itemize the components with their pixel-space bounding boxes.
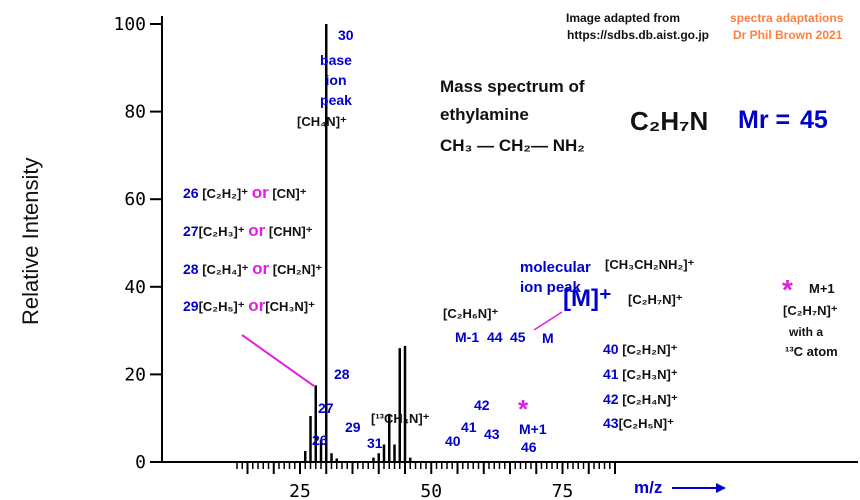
peak-label-45: 45	[510, 329, 526, 345]
y-tick-label: 0	[135, 452, 146, 473]
molecular-ion-formula2: [C₂H₇N]⁺	[628, 292, 683, 307]
structural-formula: CH₃ — CH₂— NH₂	[440, 136, 585, 155]
peak-label-46: 46	[521, 439, 537, 455]
assignment-row-40: 40 [C₂H₂N]⁺	[603, 341, 678, 357]
source-credit-line1: Image adapted from	[566, 11, 681, 25]
axes: 0 20 40 60 80 100 25 50 75	[113, 14, 858, 500]
m-plus-1-label: M+1	[519, 421, 547, 437]
source-credit-line2: https://sdbs.db.aist.go.jp	[567, 28, 709, 42]
m-plus-1-note-ion: [C₂H₇N]⁺	[783, 303, 838, 318]
molecular-ion-text: molecular ion peak	[520, 259, 591, 296]
x-tick-label: 75	[552, 481, 574, 500]
assignment-row-41: 41 [C₂H₃N]⁺	[603, 366, 678, 382]
heading-line1: Mass spectrum of	[440, 77, 585, 96]
m-minus-1-label: M-1	[455, 329, 480, 345]
x-tick-label: 50	[420, 481, 442, 500]
peak-label-30: 30	[338, 27, 354, 43]
peak-label-29: 29	[345, 419, 361, 435]
mr-label: Mr =	[738, 106, 791, 134]
y-tick-label: 100	[113, 14, 146, 35]
assignment-row-43: 43[C₂H₅N]⁺	[603, 415, 674, 431]
y-tick-label: 20	[124, 364, 146, 385]
peak-label-41: 41	[461, 419, 477, 435]
peak-label-26: 26	[312, 432, 328, 448]
isotope-peak-ion: [¹³CH₄N]⁺	[371, 411, 430, 426]
x-tick-label: 25	[289, 481, 311, 500]
assignment-row-28: 28 [C₂H₄]⁺ or [CH₂N]⁺	[183, 259, 323, 278]
m-plus-1-note-line2: with a	[789, 325, 824, 339]
m-plus-1-note-line3: ¹³C atom	[785, 344, 838, 359]
peak-label-27: 27	[318, 400, 334, 416]
y-axis-label: Relative Intensity	[18, 157, 43, 325]
m-plus-1-note-label: M+1	[809, 281, 835, 296]
molecular-ion-formula1: [CH₃CH₂NH₂]⁺	[605, 257, 695, 272]
assignment-row-29: 29[C₂H₅]⁺ or[CH₃N]⁺	[183, 296, 315, 315]
assignment-row-42: 42 [C₂H₄N]⁺	[603, 391, 678, 407]
peak-label-42: 42	[474, 397, 490, 413]
assignment-row-26: 26 [C₂H₂]⁺ or [CN]⁺	[183, 183, 307, 202]
base-peak-ion: [CH₄N]⁺	[297, 114, 347, 129]
m-label: M	[542, 330, 554, 346]
molecular-formula: C₂H₇N	[630, 106, 709, 136]
molecular-ion-symbol: [M]⁺	[563, 285, 612, 312]
m-plus-1-star-icon: *	[518, 394, 529, 424]
x-axis-label: m/z	[634, 478, 663, 497]
author-credit-line1: spectra adaptations	[730, 11, 844, 25]
y-tick-label: 80	[124, 102, 146, 123]
base-peak-label: base ion peak	[320, 52, 352, 108]
author-credit-line2: Dr Phil Brown 2021	[733, 28, 843, 42]
peaks	[304, 24, 412, 462]
mz-arrow-head	[716, 483, 726, 493]
peak-label-28: 28	[334, 366, 350, 382]
peak-label-31: 31	[367, 435, 383, 451]
assignment-row-27: 27[C₂H₃]⁺ or [CHN]⁺	[183, 221, 313, 240]
mr-value: 45	[800, 106, 828, 134]
heading-line2: ethylamine	[440, 105, 529, 124]
m-minus-1-ion: [C₂H₆N]⁺	[443, 306, 499, 321]
peak-label-40: 40	[445, 433, 461, 449]
m-plus-1-note-star-icon: *	[782, 274, 793, 305]
y-tick-label: 60	[124, 189, 146, 210]
pointer-line-molecular	[533, 311, 563, 331]
peak-label-43: 43	[484, 426, 500, 442]
peak-label-44: 44	[487, 329, 503, 345]
y-tick-label: 40	[124, 277, 146, 298]
pointer-line-left	[241, 334, 315, 387]
